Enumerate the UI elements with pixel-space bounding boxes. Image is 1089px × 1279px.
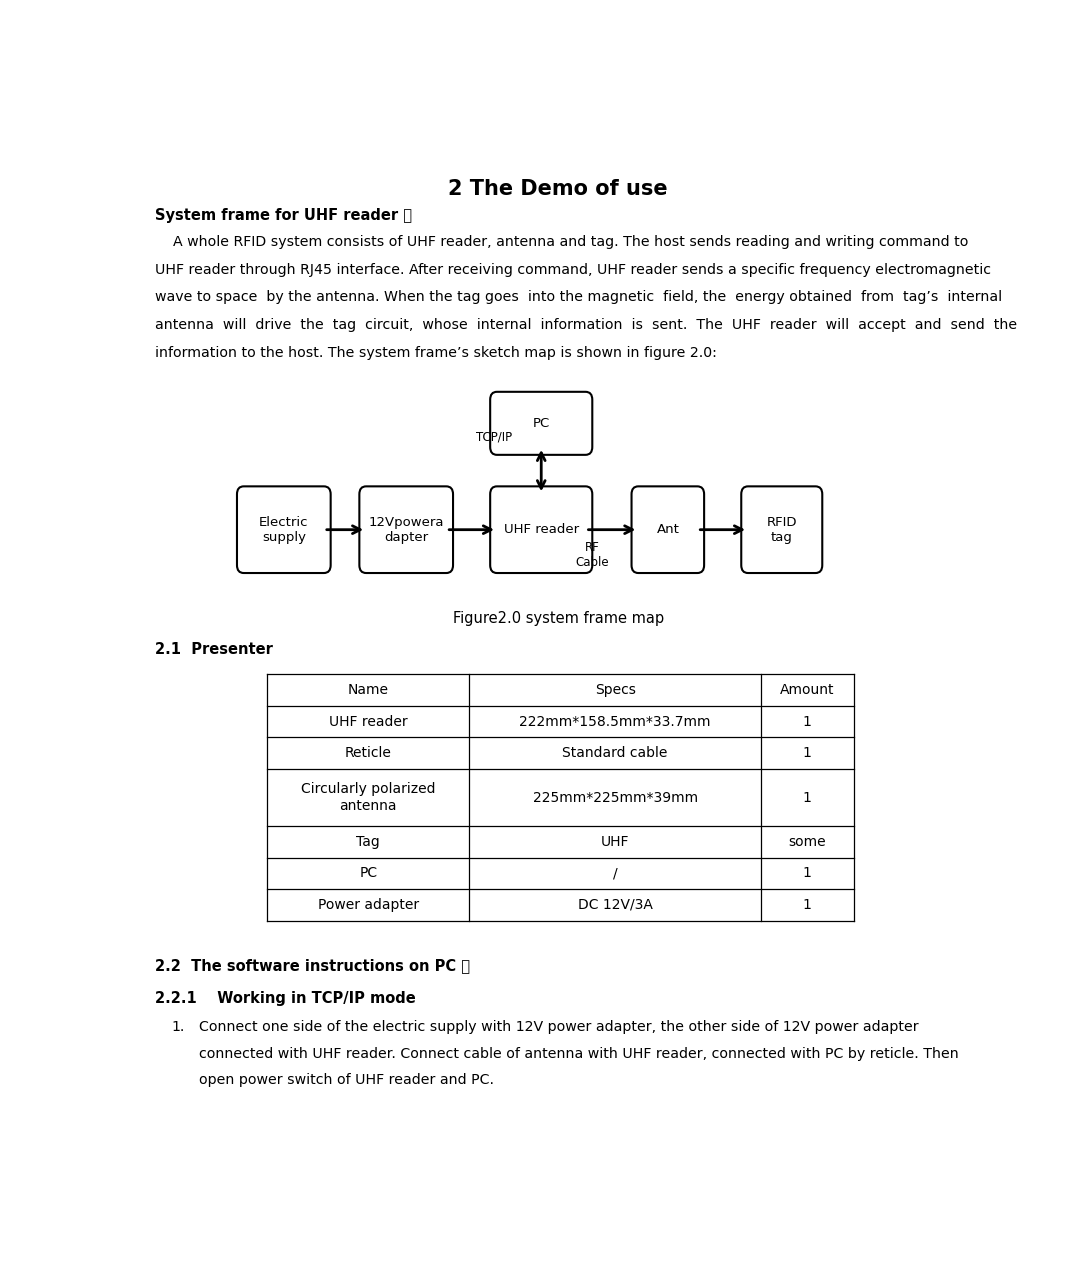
Text: UHF reader: UHF reader xyxy=(329,715,407,729)
Text: 1: 1 xyxy=(803,746,811,760)
Text: Figure2.0 system frame map: Figure2.0 system frame map xyxy=(453,611,663,627)
Text: 2.2.1    Working in TCP/IP mode: 2.2.1 Working in TCP/IP mode xyxy=(155,991,415,1005)
Text: TCP/IP: TCP/IP xyxy=(476,431,512,444)
Text: Specs: Specs xyxy=(595,683,636,697)
FancyBboxPatch shape xyxy=(742,486,822,573)
Text: Amount: Amount xyxy=(780,683,834,697)
Text: 1: 1 xyxy=(803,790,811,804)
Text: UHF reader through RJ45 interface. After receiving command, UHF reader sends a s: UHF reader through RJ45 interface. After… xyxy=(155,262,991,276)
Text: System frame for UHF reader ：: System frame for UHF reader ： xyxy=(155,207,412,223)
Text: 2.2  The software instructions on PC ：: 2.2 The software instructions on PC ： xyxy=(155,958,469,973)
Text: 1.: 1. xyxy=(172,1021,185,1035)
Text: 1: 1 xyxy=(803,715,811,729)
Text: RF
Cable: RF Cable xyxy=(575,541,609,569)
Text: Electric
supply: Electric supply xyxy=(259,515,308,544)
Text: 2.1  Presenter: 2.1 Presenter xyxy=(155,642,272,657)
Text: 1: 1 xyxy=(803,898,811,912)
Text: Name: Name xyxy=(347,683,389,697)
Text: Connect one side of the electric supply with 12V power adapter, the other side o: Connect one side of the electric supply … xyxy=(199,1021,919,1035)
Text: DC 12V/3A: DC 12V/3A xyxy=(577,898,652,912)
Text: Circularly polarized
antenna: Circularly polarized antenna xyxy=(301,783,436,812)
FancyBboxPatch shape xyxy=(237,486,331,573)
Text: open power switch of UHF reader and PC.: open power switch of UHF reader and PC. xyxy=(199,1073,494,1087)
Text: 1: 1 xyxy=(803,866,811,880)
Text: wave to space  by the antenna. When the tag goes  into the magnetic  field, the : wave to space by the antenna. When the t… xyxy=(155,290,1002,304)
Text: Ant: Ant xyxy=(657,523,680,536)
Text: /: / xyxy=(613,866,617,880)
Text: PC: PC xyxy=(533,417,550,430)
FancyBboxPatch shape xyxy=(490,391,592,455)
Text: PC: PC xyxy=(359,866,377,880)
Text: 2 The Demo of use: 2 The Demo of use xyxy=(449,179,668,200)
Text: UHF: UHF xyxy=(601,835,629,849)
FancyBboxPatch shape xyxy=(359,486,453,573)
Text: Tag: Tag xyxy=(356,835,380,849)
Text: RFID
tag: RFID tag xyxy=(767,515,797,544)
Text: information to the host. The system frame’s sketch map is shown in figure 2.0:: information to the host. The system fram… xyxy=(155,345,717,359)
FancyBboxPatch shape xyxy=(632,486,705,573)
Text: Reticle: Reticle xyxy=(345,746,392,760)
Text: antenna  will  drive  the  tag  circuit,  whose  internal  information  is  sent: antenna will drive the tag circuit, whos… xyxy=(155,318,1017,333)
Text: Power adapter: Power adapter xyxy=(318,898,419,912)
Text: A whole RFID system consists of UHF reader, antenna and tag. The host sends read: A whole RFID system consists of UHF read… xyxy=(155,235,968,249)
Text: some: some xyxy=(788,835,825,849)
Text: UHF reader: UHF reader xyxy=(504,523,578,536)
Text: 225mm*225mm*39mm: 225mm*225mm*39mm xyxy=(533,790,698,804)
Text: Standard cable: Standard cable xyxy=(562,746,668,760)
Text: connected with UHF reader. Connect cable of antenna with UHF reader, connected w: connected with UHF reader. Connect cable… xyxy=(199,1046,959,1060)
Text: 12Vpowera
dapter: 12Vpowera dapter xyxy=(368,515,444,544)
FancyBboxPatch shape xyxy=(490,486,592,573)
Text: 222mm*158.5mm*33.7mm: 222mm*158.5mm*33.7mm xyxy=(519,715,711,729)
